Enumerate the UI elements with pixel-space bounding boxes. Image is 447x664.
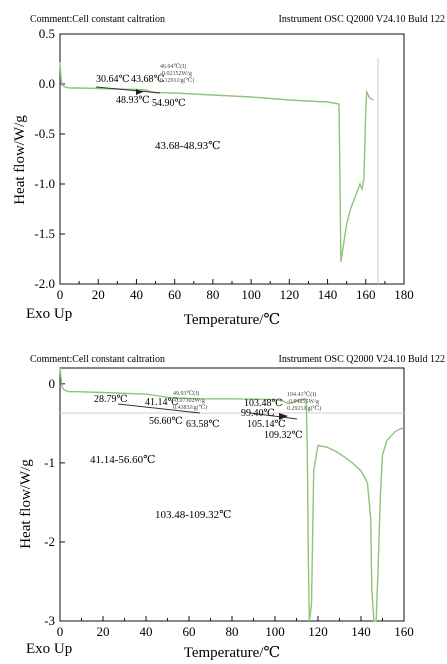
x-tick-label: 140 — [351, 624, 371, 639]
x-tick-label: 180 — [394, 287, 414, 302]
x-tick-label: 80 — [206, 287, 219, 302]
chart-1-y-axis: 0.5 0.0 -0.5 -1.0 -1.5 -2.0 — [34, 26, 65, 291]
y-tick-label: 0.5 — [39, 26, 55, 41]
chart-1-ann-end: 54.90℃ — [152, 98, 186, 109]
x-tick-label: 0 — [57, 624, 64, 639]
chart-1-ann-onset: 30.64℃ — [96, 74, 130, 85]
chart-1-x-axis: 0 20 40 60 80 100 120 140 160 180 — [57, 279, 414, 302]
x-tick-label: 20 — [97, 624, 110, 639]
x-tick-label: 120 — [280, 287, 300, 302]
chart-1: Comment:Cell constant caltration Instrum… — [12, 14, 445, 328]
chart-2-ann-t2: 56.60℃ — [149, 416, 183, 427]
chart-1-instrument: Instrument OSC Q2000 V24.10 Buld 122 — [279, 14, 446, 25]
chart-2-x-label: Temperature/℃ — [184, 645, 281, 661]
chart-1-y-label: Heat flow/W/g — [12, 115, 28, 205]
x-tick-label: 40 — [140, 624, 153, 639]
x-tick-label: 60 — [183, 624, 196, 639]
chart-1-series-line — [59, 61, 374, 263]
x-tick-label: 160 — [394, 624, 414, 639]
chart-2-exo-label: Exo Up — [26, 641, 72, 657]
chart-2-ann-onset2: 99.40℃ — [241, 408, 275, 419]
chart-2-tangent-line-2 — [249, 412, 298, 420]
y-tick-label: -1 — [44, 455, 55, 470]
chart-2-plot-frame — [59, 367, 405, 622]
x-tick-label: 60 — [168, 287, 181, 302]
chart-1-plot-frame — [59, 33, 405, 285]
chart-1-comment: Comment:Cell constant caltration — [30, 14, 165, 25]
chart-2-ann-onset1: 28.79℃ — [94, 394, 128, 405]
y-tick-label: -3 — [44, 613, 55, 628]
chart-2-series-line — [59, 367, 405, 622]
chart-2-ann-t3: 103.48℃ — [244, 398, 283, 409]
chart-2-tangent-line-1 — [117, 403, 201, 414]
chart-2-peak1-info-3: 0.4383J/g(℃) — [173, 404, 207, 411]
chart-2-range2-label: 103.48-109.32℃ — [155, 509, 231, 521]
chart-1-x-label: Temperature/℃ — [184, 312, 281, 328]
chart-2-x-axis: 0 20 40 60 80 100 120 140 160 — [57, 616, 414, 639]
chart-2-instrument: Instrument OSC Q2000 V24.10 Buld 122 — [279, 354, 446, 365]
x-tick-label: 120 — [308, 624, 328, 639]
chart-2-y-axis: 0 -1 -2 -3 — [44, 376, 65, 628]
chart-2-ann-t4: 105.14℃ — [247, 419, 286, 430]
chart-1-exo-label: Exo Up — [26, 306, 72, 322]
x-tick-label: 140 — [318, 287, 338, 302]
chart-2-comment: Comment:Cell constant caltration — [30, 354, 165, 365]
chart-1-peak-info-1: 46.04℃(I) — [160, 63, 186, 70]
y-tick-label: -2.0 — [34, 276, 55, 291]
chart-1-range-label: 43.68-48.93℃ — [155, 140, 220, 152]
chart-1-peak-info-3: 0.1291J/g(℃) — [160, 77, 194, 84]
x-tick-label: 80 — [226, 624, 239, 639]
chart-1-ann-t1: 43.68℃ — [131, 74, 165, 85]
y-tick-label: 0.0 — [39, 76, 55, 91]
y-tick-label: -1.0 — [34, 176, 55, 191]
chart-1-peak-info-2: -0.02152W/g — [160, 71, 192, 77]
x-tick-label: 40 — [130, 287, 143, 302]
chart-2-range1-label: 41.14-56.60℃ — [90, 454, 155, 466]
y-tick-label: -0.5 — [34, 126, 55, 141]
chart-2-ann-t5: 109.32℃ — [264, 430, 303, 441]
x-tick-label: 100 — [241, 287, 261, 302]
chart-2-peak2-info-1: 104.41℃(I) — [287, 391, 316, 398]
chart-2-ann-end1: 63.58℃ — [186, 419, 220, 430]
x-tick-label: 100 — [265, 624, 285, 639]
y-tick-label: 0 — [49, 376, 56, 391]
chart-1-marker-arrow — [136, 89, 143, 95]
chart-2-y-label: Heat flow/W/g — [18, 459, 34, 549]
chart-2: Comment:Cell constant caltration Instrum… — [18, 354, 445, 661]
chart-1-tangent-line — [95, 86, 161, 94]
chart-2-peak2-info-3: 0.2921J/g(℃) — [287, 405, 321, 412]
chart-2-marker-arrow — [279, 413, 288, 420]
y-tick-label: -1.5 — [34, 226, 55, 241]
chart-2-peak1-info-1: 49.93℃(I) — [173, 390, 199, 397]
y-tick-label: -2 — [44, 534, 55, 549]
x-tick-label: 160 — [356, 287, 376, 302]
chart-2-peak1-info-2: -0.07302W/g — [173, 398, 205, 404]
x-tick-label: 0 — [57, 287, 64, 302]
chart-2-peak2-info-2: -0.04855W/g — [287, 399, 319, 405]
chart-2-ann-t1: 41.14℃ — [145, 397, 179, 408]
x-tick-label: 20 — [92, 287, 105, 302]
chart-1-ann-t2: 48.93℃ — [116, 95, 150, 106]
